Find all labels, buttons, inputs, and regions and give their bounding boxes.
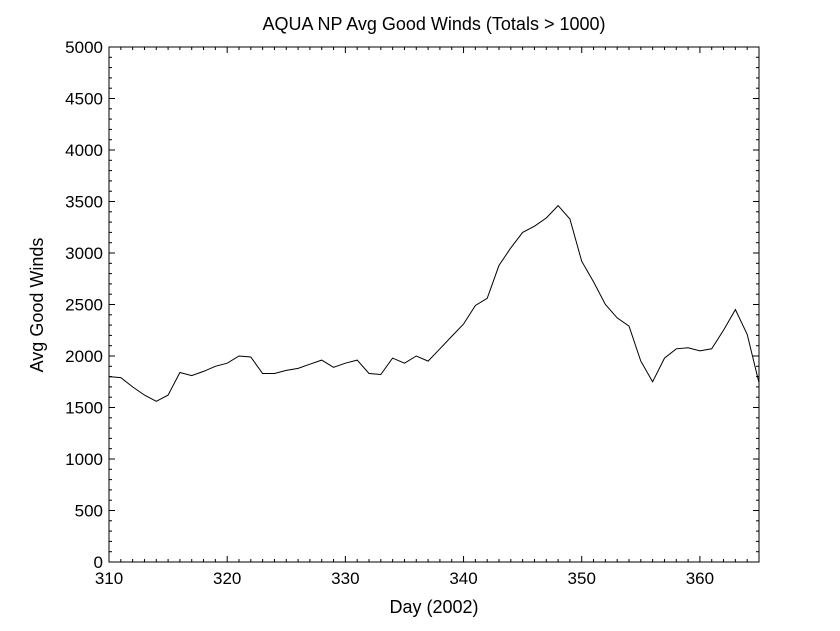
y-tick-label: 0 bbox=[94, 553, 103, 572]
y-tick-label: 3000 bbox=[65, 244, 103, 263]
x-tick-label: 330 bbox=[331, 569, 359, 588]
y-tick-label: 4000 bbox=[65, 141, 103, 160]
y-tick-label: 5000 bbox=[65, 38, 103, 57]
y-tick-label: 1000 bbox=[65, 450, 103, 469]
x-axis-title: Day (2002) bbox=[389, 597, 478, 617]
x-tick-label: 360 bbox=[686, 569, 714, 588]
y-tick-label: 1500 bbox=[65, 399, 103, 418]
x-tick-label: 320 bbox=[213, 569, 241, 588]
y-axis-ticks: 0 500 1000 1500 2000 2500 3000 3500 4000 4500 5000 bbox=[65, 38, 759, 572]
y-tick-label: 2500 bbox=[65, 296, 103, 315]
chart-title: AQUA NP Avg Good Winds (Totals > 1000) bbox=[262, 14, 605, 34]
y-tick-label: 4500 bbox=[65, 90, 103, 109]
x-tick-label: 340 bbox=[449, 569, 477, 588]
plot-frame bbox=[108, 46, 760, 563]
y-tick-label: 3500 bbox=[65, 193, 103, 212]
y-axis-title: Avg Good Winds bbox=[27, 238, 47, 373]
y-tick-label: 2000 bbox=[65, 347, 103, 366]
x-axis-ticks: 310 320 330 340 350 360 bbox=[95, 47, 760, 588]
y-tick-label: 500 bbox=[75, 502, 103, 521]
x-tick-label: 310 bbox=[95, 569, 123, 588]
plot-border bbox=[108, 46, 760, 563]
series-layer bbox=[108, 204, 760, 402]
x-tick-label: 350 bbox=[568, 569, 596, 588]
series-line bbox=[108, 204, 760, 402]
